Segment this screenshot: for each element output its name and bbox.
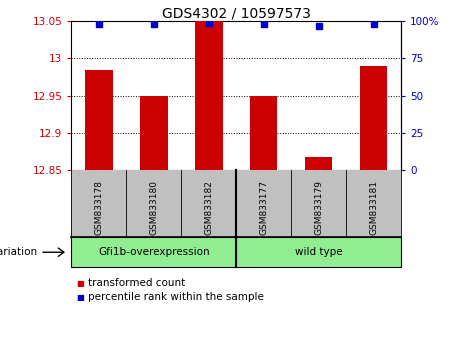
Text: ■: ■ [76,293,84,302]
Text: transformed count: transformed count [88,278,185,288]
Text: GSM833181: GSM833181 [369,179,378,235]
Bar [360,66,387,170]
Text: Gfi1b-overexpression: Gfi1b-overexpression [98,247,210,257]
Title: GDS4302 / 10597573: GDS4302 / 10597573 [162,6,311,20]
Text: wild type: wild type [295,247,343,257]
Text: GSM833179: GSM833179 [314,179,323,235]
Text: GSM833182: GSM833182 [204,179,213,235]
Text: genotype/variation: genotype/variation [0,247,38,257]
Point [315,23,322,29]
Bar [305,156,332,170]
Bar [250,96,278,170]
Point [205,20,213,25]
Bar [140,96,168,170]
Text: percentile rank within the sample: percentile rank within the sample [88,292,264,302]
Text: GSM833177: GSM833177 [259,179,268,235]
Point [260,21,267,27]
Point [95,21,103,27]
Bar [85,70,112,170]
Bar [195,21,223,170]
Text: GSM833178: GSM833178 [95,179,103,235]
Point [150,21,158,27]
Text: GSM833180: GSM833180 [149,179,159,235]
Text: ■: ■ [76,279,84,288]
Point [370,21,377,27]
